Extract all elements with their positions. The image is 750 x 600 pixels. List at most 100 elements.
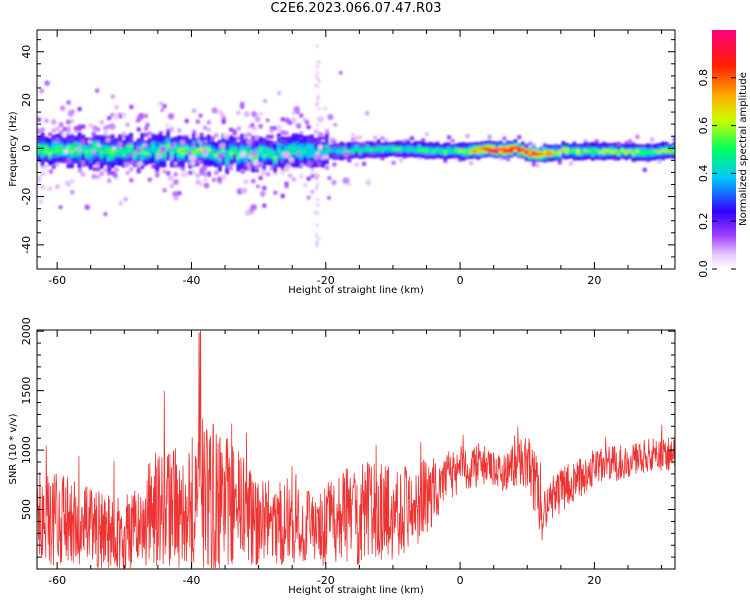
spectrogram-cell: [502, 136, 507, 141]
spectrogram-cell: [62, 152, 67, 157]
spectrogram-cell: [140, 148, 145, 152]
spectrogram-cell: [44, 118, 49, 123]
spectrogram-cell: [192, 141, 196, 146]
spectrogram-cell: [428, 155, 433, 159]
spectrogram-cell: [317, 79, 321, 84]
spectrogram-cell: [144, 155, 148, 160]
spectrogram-cell: [480, 154, 484, 158]
spectrogram-cell: [598, 152, 603, 156]
spectrogram-cell: [114, 161, 119, 166]
spectrogram-cell: [177, 191, 182, 196]
spectrogram-cell: [118, 156, 122, 160]
spectrogram-cell: [280, 145, 285, 149]
spectrogram-cell: [144, 140, 148, 144]
spectrogram-cell: [59, 133, 63, 137]
spectrogram-cell: [229, 151, 233, 155]
spectrogram-cell: [310, 143, 314, 147]
spectrogram-cell: [491, 145, 495, 149]
spectrogram-cell: [302, 144, 307, 148]
colorbar-label: Normalized spectral amplitude: [738, 72, 749, 226]
spectrogram-cell: [247, 132, 252, 137]
spectrogram-cell: [129, 148, 133, 152]
spectrogram-cell: [199, 157, 204, 162]
spectrogram-cell: [273, 165, 277, 169]
spectrogram-cell: [253, 151, 257, 156]
spectrogram-cell: [450, 155, 455, 159]
spectrogram-cell: [266, 140, 270, 144]
spectrogram-cell: [336, 145, 340, 149]
spectrogram-cell: [177, 135, 181, 139]
spectrogram-cell: [561, 148, 566, 152]
spectrogram-cell: [306, 146, 311, 150]
spectrogram-cell: [144, 157, 148, 162]
spectrogram-cell: [302, 161, 307, 166]
x-tick-label: 20: [587, 274, 601, 287]
spectrogram-cell: [44, 145, 48, 149]
spectrogram-cell: [243, 138, 248, 143]
spectrogram-cell: [543, 150, 547, 154]
spectrogram-cell: [524, 146, 529, 151]
spectrogram-cell: [192, 137, 196, 141]
spectrogram-cell: [602, 141, 606, 146]
spectrogram-cell: [162, 155, 167, 159]
spectrogram-cell: [639, 155, 643, 159]
spectrogram-cell: [96, 154, 100, 159]
spectrogram-cell: [624, 154, 628, 158]
spectrogram-cell: [44, 164, 49, 169]
spectrogram-cell: [315, 203, 320, 207]
spectrogram-cell: [579, 150, 584, 154]
spectrogram-cell: [273, 145, 277, 149]
spectrogram-cell: [214, 170, 219, 175]
spectrogram-cell: [221, 159, 226, 163]
spectrogram-cell: [347, 158, 352, 163]
spectrogram-cell: [554, 150, 558, 155]
spectrogram-cell: [284, 136, 289, 141]
spectrogram-cell: [635, 134, 640, 139]
spectrogram-cell: [624, 141, 629, 146]
spectrogram-cell: [243, 136, 248, 141]
spectrogram-cell: [151, 136, 156, 140]
spectrogram-cell: [554, 157, 558, 161]
spectrogram-cell: [181, 151, 185, 155]
spectrogram-cell: [125, 150, 130, 154]
spectrogram-cell: [280, 166, 285, 171]
spectrogram-cell: [336, 156, 340, 160]
spectrogram-cell: [579, 156, 584, 161]
spectrogram-cell: [661, 156, 665, 161]
spectrogram-cell: [302, 140, 307, 144]
spectrogram-cell: [177, 154, 181, 159]
spectrogram-cell: [269, 134, 274, 139]
spectrogram-cell: [187, 150, 193, 156]
spectrogram-cell: [162, 188, 167, 193]
spectrogram-cell: [321, 148, 326, 153]
spectrogram-cell: [336, 147, 340, 151]
spectrogram-cell: [70, 158, 74, 162]
spectrogram-cell: [203, 143, 207, 148]
spectrogram-cell: [214, 153, 218, 157]
spectrogram-cell: [506, 157, 511, 162]
spectrogram-cell: [40, 171, 45, 176]
spectrogram-cell: [184, 118, 189, 123]
spectrogram-cell: [295, 148, 300, 153]
spectrogram-cell: [88, 155, 93, 159]
spectrogram-cell: [373, 146, 377, 150]
spectrogram-cell: [568, 152, 573, 157]
spectrogram-cell: [188, 165, 193, 169]
spectrogram-cell: [550, 147, 555, 151]
spectrogram-cell: [151, 138, 156, 142]
spectrogram-cell: [112, 146, 117, 151]
spectrogram-cell: [158, 140, 163, 144]
spectrogram-cell: [70, 153, 74, 158]
spectrogram-cell: [151, 155, 156, 160]
spectrogram-cell: [591, 146, 595, 150]
spectrogram-cell: [435, 154, 440, 159]
spectrogram-cell: [37, 142, 41, 147]
spectrogram-cell: [166, 133, 170, 137]
spectrogram-cell: [591, 144, 595, 148]
spectrogram-cell: [672, 155, 675, 159]
spectrogram-cell: [310, 134, 314, 138]
spectrogram-cell: [198, 113, 203, 118]
spectrogram-cell: [364, 110, 370, 116]
spectrogram-cell: [107, 164, 111, 168]
spectrogram-cell: [291, 155, 296, 159]
